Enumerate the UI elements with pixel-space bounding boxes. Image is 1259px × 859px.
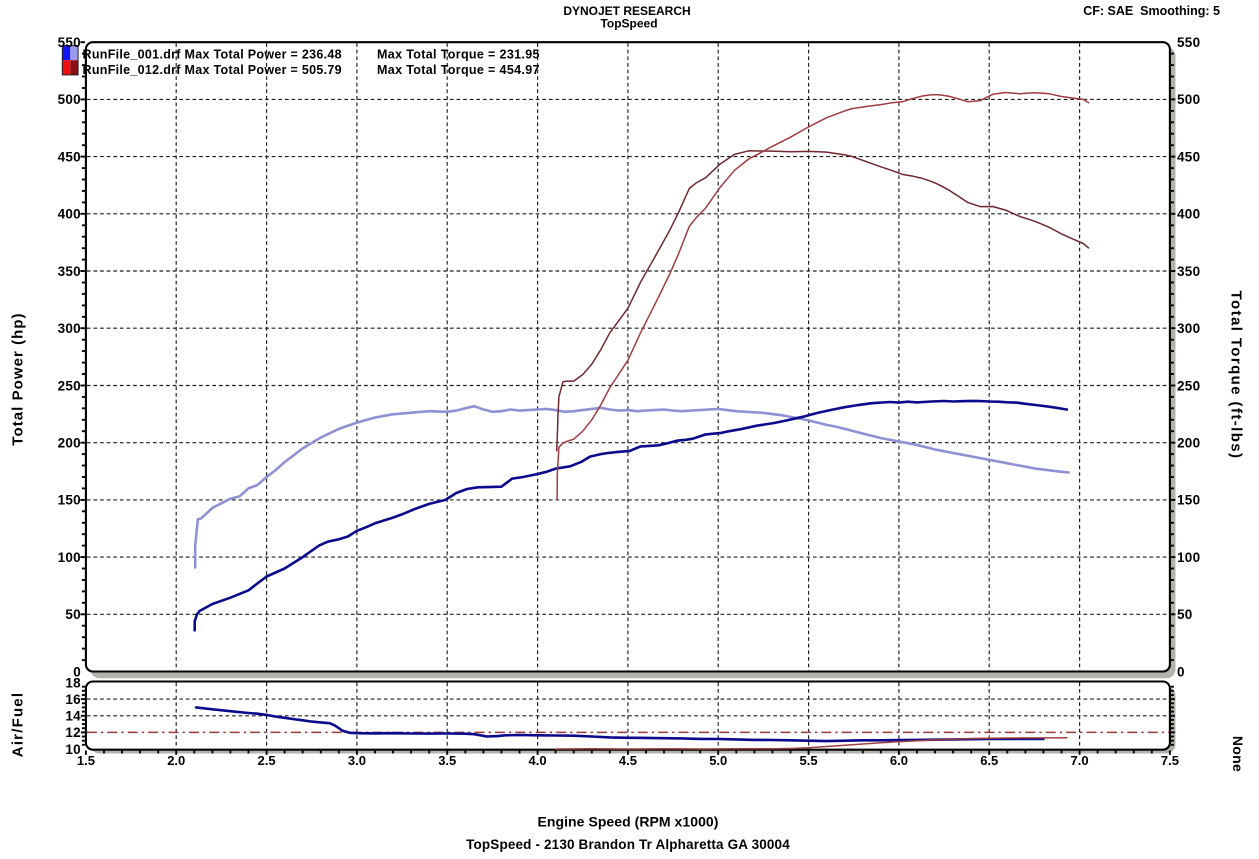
svg-text:12: 12 [65, 725, 81, 740]
svg-text:1.5: 1.5 [77, 753, 95, 768]
svg-text:50: 50 [65, 607, 81, 622]
svg-text:3.5: 3.5 [438, 753, 456, 768]
svg-text:CF: SAE Smoothing: 5: CF: SAE Smoothing: 5 [1083, 4, 1220, 18]
svg-text:Engine Speed (RPM x1000): Engine Speed (RPM x1000) [538, 814, 719, 830]
svg-text:400: 400 [1177, 207, 1200, 222]
svg-text:150: 150 [1177, 493, 1200, 508]
svg-text:6.5: 6.5 [980, 753, 998, 768]
svg-text:DYNOJET RESEARCH: DYNOJET RESEARCH [563, 4, 690, 18]
svg-text:None: None [1230, 736, 1246, 772]
svg-text:0: 0 [1177, 664, 1185, 679]
svg-text:Max Total Torque = 231.95: Max Total Torque = 231.95 [377, 47, 540, 61]
svg-text:2.0: 2.0 [167, 753, 185, 768]
svg-text:TopSpeed: TopSpeed [600, 17, 657, 31]
svg-text:200: 200 [58, 435, 81, 450]
svg-text:400: 400 [58, 207, 81, 222]
svg-text:0: 0 [73, 664, 81, 679]
svg-text:150: 150 [58, 493, 81, 508]
svg-text:10: 10 [65, 742, 81, 757]
svg-text:3.0: 3.0 [348, 753, 366, 768]
svg-text:250: 250 [1177, 378, 1200, 393]
svg-text:4.0: 4.0 [529, 753, 547, 768]
svg-text:300: 300 [58, 321, 81, 336]
svg-text:550: 550 [58, 35, 81, 50]
svg-text:7.0: 7.0 [1071, 753, 1089, 768]
svg-text:50: 50 [1177, 607, 1193, 622]
svg-text:450: 450 [58, 149, 81, 164]
svg-text:14: 14 [65, 709, 81, 724]
svg-text:4.5: 4.5 [619, 753, 637, 768]
svg-text:Total Power (hp): Total Power (hp) [10, 312, 27, 445]
svg-text:250: 250 [58, 378, 81, 393]
svg-text:350: 350 [1177, 264, 1200, 279]
svg-text:100: 100 [58, 550, 81, 565]
svg-text:TopSpeed - 2130 Brandon Tr Alp: TopSpeed - 2130 Brandon Tr Alpharetta GA… [466, 837, 790, 852]
svg-text:Air/Fuel: Air/Fuel [10, 692, 27, 757]
svg-text:100: 100 [1177, 550, 1200, 565]
svg-text:500: 500 [58, 92, 81, 107]
svg-text:5.0: 5.0 [709, 753, 727, 768]
svg-text:550: 550 [1177, 35, 1200, 50]
svg-text:Total Torque (ft-lbs): Total Torque (ft-lbs) [1228, 291, 1245, 460]
svg-text:RunFile_001.drf Max Total Powe: RunFile_001.drf Max Total Power = 236.48 [83, 47, 342, 61]
svg-text:200: 200 [1177, 435, 1200, 450]
svg-text:16: 16 [65, 692, 81, 707]
svg-text:300: 300 [1177, 321, 1200, 336]
svg-text:500: 500 [1177, 92, 1200, 107]
svg-text:5.5: 5.5 [800, 753, 818, 768]
svg-text:6.0: 6.0 [890, 753, 908, 768]
svg-text:350: 350 [58, 264, 81, 279]
svg-text:Max Total Torque = 454.97: Max Total Torque = 454.97 [377, 63, 540, 77]
svg-text:7.5: 7.5 [1161, 753, 1179, 768]
svg-text:2.5: 2.5 [258, 753, 276, 768]
svg-text:18: 18 [65, 675, 81, 690]
svg-text:RunFile_012.drf Max Total Powe: RunFile_012.drf Max Total Power = 505.79 [83, 63, 342, 77]
svg-text:450: 450 [1177, 149, 1200, 164]
